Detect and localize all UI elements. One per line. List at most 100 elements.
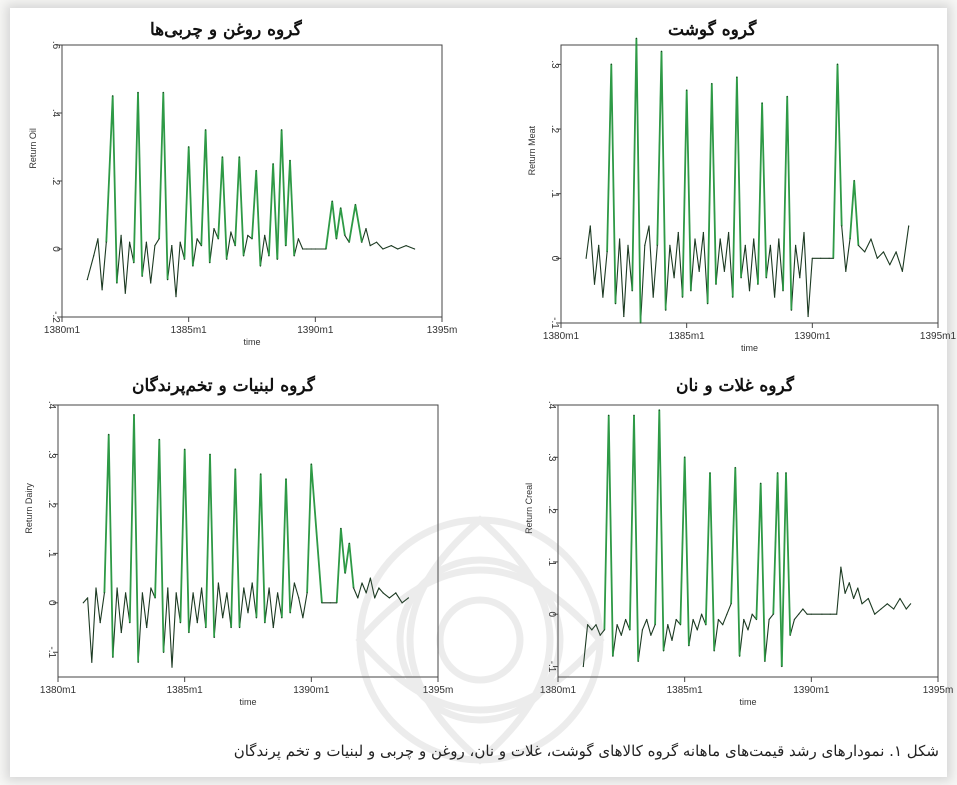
series-point [585,257,587,259]
series-point [365,228,367,230]
series-point [369,245,371,247]
series-point [905,608,907,610]
series-point [374,597,376,599]
series-point [93,255,95,257]
series-point [336,602,338,604]
series-point [99,622,101,624]
series-point [702,231,705,234]
series-point [179,622,181,624]
x-axis-label: time [243,337,260,347]
series-point [730,603,732,605]
series-point [671,639,673,642]
series-point [832,257,834,259]
series-point [378,587,380,589]
series-point [112,95,114,97]
series-point [310,463,312,465]
series-point [167,279,169,281]
series-point [255,170,257,172]
series-point [401,602,403,604]
series-point [272,626,274,629]
series-point [764,660,766,662]
series-point [226,592,228,594]
series-point [740,277,742,279]
x-tick-label: 1390m1 [794,331,831,342]
series-point [807,315,809,318]
series-point [619,238,621,240]
series-point [247,234,249,236]
series-point [840,566,842,568]
x-tick-label: 1385m1 [167,685,204,696]
series-point [889,264,891,266]
series-point [765,277,767,279]
series-point [717,618,720,621]
y-tick-label: 0 [546,611,557,617]
series-point [614,303,617,305]
series-point [97,238,99,240]
series-point [329,602,331,604]
series-point [867,597,869,600]
series-point [234,468,236,470]
series-point [158,439,160,441]
series-point [705,624,707,626]
series-point [310,248,312,250]
series-point [679,624,682,626]
series-point [627,244,629,246]
series-point [640,322,642,324]
series-point [648,225,650,227]
series-point [781,665,783,668]
y-tick-label: .2 [46,500,57,509]
series-point [623,315,625,318]
series-point [247,612,249,614]
series-point [631,290,633,292]
series-point [688,645,690,647]
series-point [259,265,261,267]
series-point [793,618,796,621]
series-point [755,618,758,621]
series-point [616,624,618,626]
series-point [782,290,784,292]
series-point [635,37,638,40]
series-point [853,180,855,182]
x-tick-label: 1385m1 [171,325,208,336]
series-point [331,200,333,202]
series-point [644,244,646,246]
series-point [743,618,745,621]
series-point [255,617,257,619]
figure-caption: شکل ۱. نمودارهای رشد قیمت‌های ماهانه گرو… [233,742,939,760]
series-point [361,241,363,243]
series-point [154,597,156,599]
chart-title-oil: گروه روغن و چربی‌ها [150,20,302,40]
series-point [684,456,686,458]
series-point [340,207,342,209]
series-point [798,613,800,615]
series-point [736,76,738,78]
series-point [221,156,223,158]
series-point [870,238,872,240]
series-point [625,618,627,621]
series-point [803,231,805,234]
series-point [382,248,384,250]
series-point [739,655,741,657]
series-point [686,89,688,91]
series-point [886,603,888,605]
series-point [141,275,143,277]
series-point [608,414,610,417]
series-point [281,617,283,619]
series-point [306,248,308,250]
x-tick-label: 1380m1 [44,325,81,336]
y-tick-label: .6 [50,41,61,50]
y-tick-label: .4 [46,401,57,410]
series-point [302,617,304,619]
x-tick-label: 1395m1 [920,331,957,342]
series-point [864,251,866,253]
series-point [325,248,327,250]
series-point [335,238,337,240]
plot-area [560,44,939,324]
x-tick-label: 1385m1 [669,331,706,342]
series-point [908,225,910,227]
x-axis-label: time [741,343,758,353]
series-point [772,613,774,615]
series-point [112,656,114,658]
series-point [277,592,279,594]
